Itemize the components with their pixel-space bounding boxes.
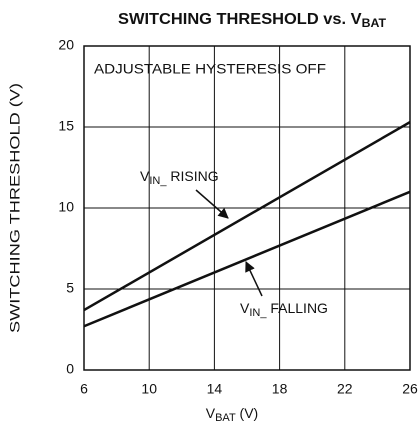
x-label-unit: (V) [236,405,259,421]
chart-title: SWITCHING THRESHOLD vs. V BAT [118,11,387,30]
y-tick-label: 20 [58,37,74,53]
series-line [83,121,411,312]
y-axis-label: SWITCHING THRESHOLD (V) [7,83,23,333]
title-sub: BAT [362,16,387,30]
title-text: SWITCHING THRESHOLD vs. V [118,11,362,28]
x-tick-label: 6 [80,381,88,397]
annotation-sub: IN_ [149,175,167,187]
x-axis-label: VBAT (V) [206,405,258,424]
y-tick-label: 10 [58,199,74,215]
x-tick-label: 26 [402,381,418,397]
y-tick-label: 15 [58,118,74,134]
x-tick-label: 10 [141,381,157,397]
annotation-text: FALLING [266,300,327,316]
arrow [245,261,263,297]
annotation-sub: IN_ [249,307,267,319]
y-tick-label: 5 [66,280,74,296]
x-tick-label: 14 [207,381,223,397]
annotation: VIN_ RISING [140,168,219,187]
plot-border [83,45,411,371]
annotation-text: V [140,168,150,184]
arrow [195,189,229,219]
annotation-text: RISING [166,168,218,184]
annotation: ADJUSTABLE HYSTERESIS OFF [94,61,326,77]
y-tick-label: 0 [66,361,74,377]
x-tick-label: 18 [272,381,288,397]
annotation: VIN_ FALLING [240,300,328,319]
x-label-sub: BAT [215,412,236,424]
annotation-text: V [240,300,250,316]
x-tick-label: 22 [337,381,353,397]
x-label-text: V [206,405,216,421]
series-line [83,190,411,328]
